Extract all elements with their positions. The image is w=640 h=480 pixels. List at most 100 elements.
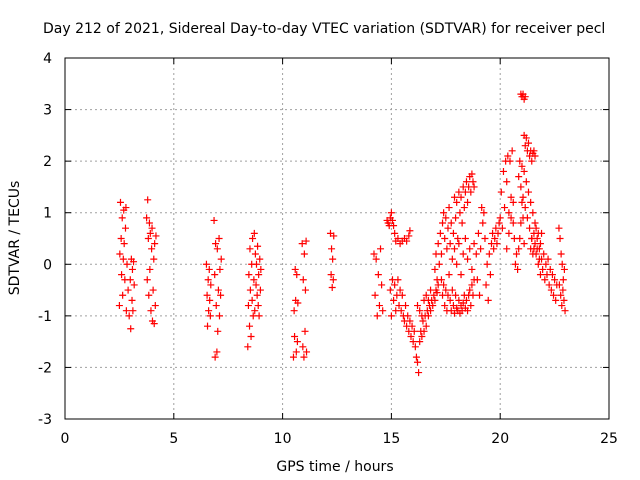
data-point	[445, 204, 453, 212]
data-point	[390, 222, 398, 230]
data-point	[247, 332, 255, 340]
data-point	[328, 283, 336, 291]
data-point	[386, 286, 394, 294]
data-point	[532, 224, 540, 232]
data-point	[468, 265, 476, 273]
data-point	[329, 276, 337, 284]
axis-ticks: 0 5 10 15 20 25 -3 -2 -1 0 1 2 3 4	[38, 51, 618, 447]
data-point	[455, 240, 463, 248]
data-point	[411, 343, 419, 351]
data-point	[207, 281, 215, 289]
data-point	[494, 229, 502, 237]
data-point	[440, 281, 448, 289]
grid-lines	[65, 58, 609, 419]
data-point	[441, 235, 449, 242]
data-point	[466, 245, 474, 253]
y-tick-label: -2	[38, 360, 52, 376]
data-point	[387, 312, 395, 320]
data-point	[250, 229, 258, 237]
data-point	[148, 245, 156, 253]
data-point	[416, 307, 424, 315]
data-point	[560, 296, 568, 304]
data-point	[534, 260, 542, 268]
data-point	[144, 196, 152, 204]
data-point	[444, 291, 452, 299]
data-point	[146, 229, 154, 237]
data-point	[422, 322, 430, 330]
data-point	[406, 227, 414, 235]
data-point	[249, 235, 257, 242]
data-point	[151, 240, 159, 248]
data-point	[213, 245, 221, 253]
data-point	[370, 250, 378, 258]
data-point	[298, 240, 306, 248]
data-point	[458, 219, 466, 227]
data-point	[523, 214, 531, 222]
data-point	[468, 281, 476, 289]
data-point	[437, 276, 445, 284]
data-point	[481, 235, 489, 242]
data-point	[480, 209, 488, 217]
data-point	[505, 229, 513, 237]
data-point	[244, 343, 252, 351]
data-point	[442, 286, 450, 294]
data-point	[212, 240, 220, 248]
data-point	[215, 312, 223, 320]
y-tick-label: 3	[43, 103, 52, 119]
data-point	[517, 219, 525, 227]
data-point	[529, 209, 537, 217]
data-point	[514, 265, 522, 273]
data-point	[246, 245, 254, 253]
data-point	[558, 302, 566, 310]
data-point	[530, 147, 538, 155]
data-point	[379, 307, 387, 315]
data-point	[507, 193, 515, 201]
data-point	[251, 307, 259, 315]
data-point	[536, 271, 544, 279]
data-point	[491, 235, 499, 242]
data-point	[533, 245, 541, 253]
data-point	[441, 302, 449, 310]
data-point	[448, 255, 456, 263]
data-point	[373, 312, 381, 320]
x-tick-label: 20	[491, 431, 509, 447]
data-point	[504, 152, 512, 160]
y-tick-label: -3	[38, 412, 52, 428]
data-point	[457, 271, 465, 279]
data-point	[130, 258, 138, 266]
data-point	[390, 296, 398, 304]
data-point	[397, 307, 405, 315]
data-point	[556, 235, 564, 242]
data-point	[508, 147, 516, 155]
data-point	[506, 157, 514, 165]
data-point	[464, 255, 472, 263]
data-point	[152, 232, 160, 240]
data-point	[472, 250, 480, 258]
data-point	[328, 245, 336, 253]
data-point	[302, 237, 310, 245]
data-point	[300, 250, 308, 258]
data-point	[524, 139, 532, 147]
data-point	[453, 198, 461, 206]
data-point	[130, 281, 138, 289]
data-point	[460, 204, 468, 212]
data-point	[203, 291, 211, 299]
data-point	[119, 291, 127, 299]
data-point	[205, 265, 213, 273]
data-point	[467, 188, 475, 196]
data-point	[148, 224, 156, 232]
data-point	[391, 281, 399, 289]
data-point	[424, 312, 432, 320]
data-point	[409, 338, 417, 346]
data-point	[257, 265, 265, 273]
data-point	[217, 291, 225, 299]
data-point	[118, 214, 126, 222]
data-point	[466, 286, 474, 294]
data-point	[550, 291, 558, 299]
data-point	[419, 317, 427, 325]
data-point	[557, 250, 565, 258]
data-point	[129, 307, 137, 315]
data-point	[518, 198, 526, 206]
data-point	[215, 235, 223, 242]
data-point	[121, 224, 129, 232]
